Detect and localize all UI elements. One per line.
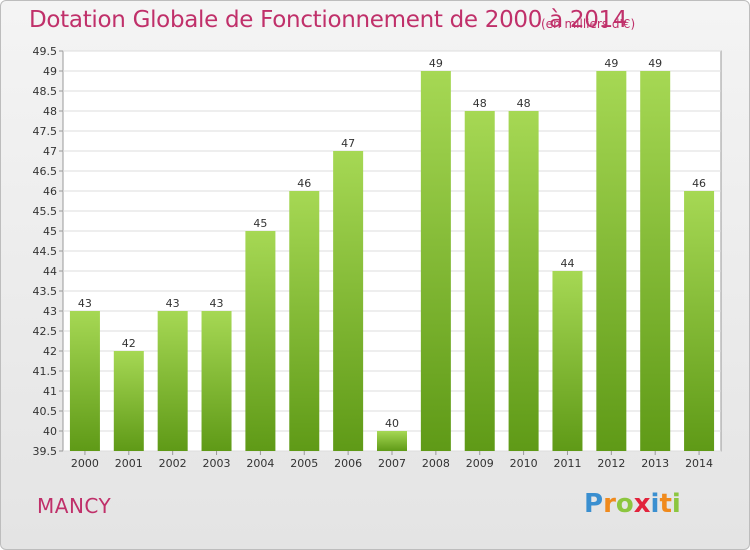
bar <box>333 151 364 451</box>
y-tick-label: 40 <box>43 425 57 438</box>
x-tick-label: 2009 <box>466 457 494 470</box>
logo-letter: i <box>671 489 681 519</box>
bar <box>684 191 715 451</box>
data-label: 48 <box>473 97 487 110</box>
y-tick-label: 40.5 <box>33 405 58 418</box>
bar <box>464 111 495 451</box>
y-tick-label: 41 <box>43 385 57 398</box>
bar <box>289 191 320 451</box>
y-tick-label: 43 <box>43 305 57 318</box>
data-label: 49 <box>604 57 618 70</box>
bar <box>508 111 539 451</box>
data-label: 43 <box>210 297 224 310</box>
y-tick-label: 42.5 <box>33 325 58 338</box>
bar <box>245 231 276 451</box>
x-tick-label: 2010 <box>510 457 538 470</box>
y-tick-label: 43.5 <box>33 285 58 298</box>
bar <box>420 71 451 451</box>
data-label: 46 <box>692 177 706 190</box>
data-label: 40 <box>385 417 399 430</box>
y-tick-label: 47.5 <box>33 125 58 138</box>
y-tick-label: 49 <box>43 65 57 78</box>
data-label: 44 <box>560 257 574 270</box>
logo-letter: t <box>659 489 672 519</box>
proxiti-logo: Proxiti <box>584 489 681 519</box>
y-tick-label: 41.5 <box>33 365 58 378</box>
y-tick-label: 45 <box>43 225 57 238</box>
commune-name: MANCY <box>37 494 112 518</box>
y-tick-label: 44.5 <box>33 245 58 258</box>
x-tick-label: 2006 <box>334 457 362 470</box>
y-tick-label: 48 <box>43 105 57 118</box>
y-tick-label: 39.5 <box>33 445 58 458</box>
data-label: 42 <box>122 337 136 350</box>
logo-letter: P <box>584 489 604 519</box>
x-tick-label: 2014 <box>685 457 713 470</box>
y-tick-label: 49.5 <box>33 45 58 58</box>
x-tick-label: 2001 <box>115 457 143 470</box>
data-label: 43 <box>78 297 92 310</box>
data-label: 49 <box>648 57 662 70</box>
y-tick-label: 48.5 <box>33 85 58 98</box>
chart-subtitle: (en milliers d'€) <box>541 17 636 31</box>
chart-title: Dotation Globale de Fonctionnement de 20… <box>29 7 628 33</box>
logo-letter: x <box>633 489 651 519</box>
data-label: 47 <box>341 137 355 150</box>
x-tick-label: 2011 <box>553 457 581 470</box>
x-tick-label: 2013 <box>641 457 669 470</box>
y-tick-label: 47 <box>43 145 57 158</box>
x-tick-label: 2008 <box>422 457 450 470</box>
logo-letter: i <box>650 489 660 519</box>
bar <box>640 71 671 451</box>
y-tick-label: 46 <box>43 185 57 198</box>
x-tick-label: 2003 <box>203 457 231 470</box>
x-tick-label: 2000 <box>71 457 99 470</box>
data-label: 43 <box>166 297 180 310</box>
x-tick-label: 2005 <box>290 457 318 470</box>
y-tick-label: 42 <box>43 345 57 358</box>
bar <box>596 71 627 451</box>
x-tick-label: 2002 <box>159 457 187 470</box>
y-tick-label: 45.5 <box>33 205 58 218</box>
logo-letter: o <box>615 489 634 519</box>
y-tick-label: 44 <box>43 265 57 278</box>
bar <box>157 311 188 451</box>
bar <box>113 351 144 451</box>
logo-letter: r <box>603 489 616 519</box>
data-label: 48 <box>517 97 531 110</box>
bar <box>552 271 583 451</box>
data-label: 46 <box>297 177 311 190</box>
bar <box>377 431 407 451</box>
data-label: 45 <box>253 217 267 230</box>
y-tick-label: 46.5 <box>33 165 58 178</box>
x-tick-label: 2004 <box>246 457 274 470</box>
x-tick-label: 2012 <box>597 457 625 470</box>
bar <box>201 311 232 451</box>
data-label: 49 <box>429 57 443 70</box>
bar <box>69 311 100 451</box>
x-tick-label: 2007 <box>378 457 406 470</box>
